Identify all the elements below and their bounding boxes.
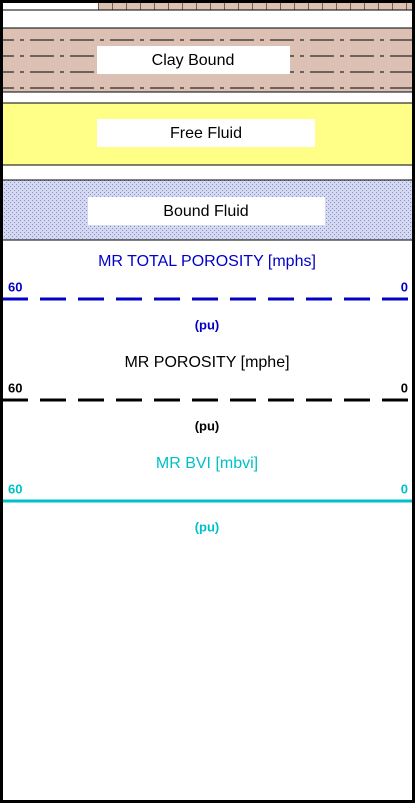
curve-name: MR TOTAL POROSITY [mphs] [98,253,316,270]
label-box [97,46,290,74]
curve-name: MR POROSITY [mphe] [124,354,289,371]
lithology-strip [0,0,415,10]
scale-right: 0 [401,380,408,395]
unit: (pu) [195,519,220,534]
unit: (pu) [195,418,220,433]
scale-left: 60 [8,481,22,496]
curve-name: MR BVI [mbvi] [156,455,258,472]
scale-right: 0 [401,279,408,294]
zone-label: Bound Fluid [163,203,248,220]
unit: (pu) [195,317,220,332]
label-box [97,119,315,147]
label-box [88,197,325,225]
scale-left: 60 [8,380,22,395]
strip-blank [0,0,98,10]
zone-label: Clay Bound [152,52,235,69]
zone-label: Free Fluid [170,125,242,142]
scale-right: 0 [401,481,408,496]
curve-legends: MR TOTAL POROSITY [mphs] 60 0 (pu) MR POROSI… [2,253,413,534]
scale-left: 60 [8,279,22,294]
